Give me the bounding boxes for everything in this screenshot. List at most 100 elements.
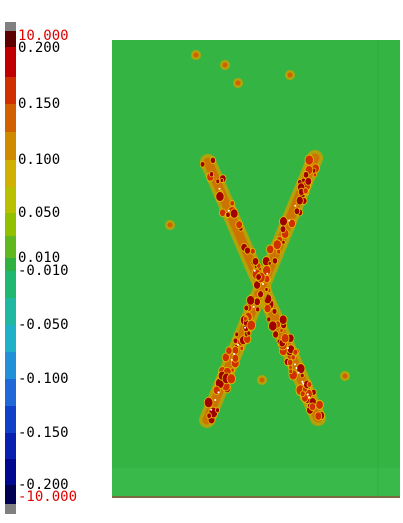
defect-spot <box>210 157 215 163</box>
scale-label: -0.010 <box>18 263 69 279</box>
scale-label: 0.050 <box>18 205 60 221</box>
defect-spot <box>296 196 303 205</box>
defect-spot <box>243 316 247 321</box>
scale-label: -0.050 <box>18 317 69 333</box>
highlight <box>244 327 246 329</box>
defect-spot <box>256 307 260 312</box>
highlight <box>253 306 255 308</box>
defect-spot <box>215 408 219 413</box>
defect-spot <box>200 161 205 167</box>
scale-label: 0.150 <box>18 96 60 112</box>
defect-spot <box>235 332 239 337</box>
defect-spot <box>264 304 271 312</box>
highlight <box>301 381 303 383</box>
defect-spot <box>294 208 300 215</box>
highlight <box>233 353 235 355</box>
defect-spot <box>287 359 293 366</box>
defect-spot <box>244 247 250 254</box>
defect-spot <box>279 315 287 324</box>
highlight <box>294 205 296 207</box>
defect-spot <box>300 391 305 397</box>
highlight <box>298 372 300 374</box>
defect-spot <box>316 400 324 409</box>
defect-spot <box>226 212 230 217</box>
defect-spot <box>268 261 271 265</box>
defect-spot <box>252 257 259 265</box>
defect-spot <box>232 354 239 362</box>
defect-spot <box>247 331 251 336</box>
defect-spot <box>272 308 277 314</box>
defect-spot <box>226 347 232 355</box>
defect-spot <box>236 221 243 229</box>
defect-spot <box>269 321 278 331</box>
defect-spot <box>305 155 313 165</box>
scale-label: -0.150 <box>18 425 69 441</box>
highlight <box>288 220 290 222</box>
defect-spot <box>213 386 220 395</box>
highlight <box>266 273 268 275</box>
highlight <box>294 363 296 365</box>
defect-spot <box>209 172 213 177</box>
highlight <box>307 393 309 395</box>
defect-cluster-core <box>288 73 293 78</box>
defect-spot <box>289 369 293 374</box>
defect-spot <box>307 382 312 388</box>
defect-spot <box>220 178 224 182</box>
highlight <box>210 409 212 411</box>
highlight <box>254 270 256 272</box>
highlight <box>287 347 289 349</box>
highlight <box>214 399 216 401</box>
defect-spot <box>303 188 308 194</box>
defect-cluster-core <box>168 223 173 228</box>
defect-spot <box>258 291 264 298</box>
highlight <box>296 367 298 369</box>
defect-spot <box>240 346 244 351</box>
scale-label: -10.000 <box>18 489 77 505</box>
defect-spot <box>256 274 262 281</box>
defect-spot <box>247 295 255 305</box>
defect-spot <box>267 317 271 322</box>
defect-spot <box>247 320 256 330</box>
defect-spot <box>282 240 285 244</box>
highlight <box>308 396 310 398</box>
defect-spot <box>280 217 288 226</box>
highlight <box>262 283 264 285</box>
defect-spot <box>273 240 281 250</box>
defect-cluster-core <box>260 378 265 383</box>
scale-label: -0.100 <box>18 371 69 387</box>
defect-spot <box>233 338 238 344</box>
defect-cluster-core <box>223 63 228 68</box>
defect-cluster-core <box>236 81 241 86</box>
scale-label: 0.200 <box>18 40 60 56</box>
defect-spot <box>216 191 224 201</box>
defect-spot <box>272 258 277 264</box>
defect-spot <box>280 328 283 332</box>
defect-spot <box>273 331 279 338</box>
highlight <box>219 188 221 190</box>
defect-spot <box>266 245 273 254</box>
defect-spot <box>315 412 322 420</box>
defect-spot <box>280 226 286 233</box>
defect-spot <box>281 334 289 343</box>
defect-spot <box>293 349 298 355</box>
defect-spot <box>303 171 309 178</box>
defect-spot <box>244 305 249 311</box>
defect-spot <box>232 346 239 354</box>
highlight <box>231 359 233 361</box>
defect-spot <box>230 201 235 207</box>
defect-spot <box>227 374 235 384</box>
highlight <box>302 383 304 385</box>
defect-cluster-core <box>194 53 199 58</box>
highlight <box>228 210 230 212</box>
part-map <box>112 40 400 498</box>
highlight <box>237 344 239 346</box>
scale-label: 0.100 <box>18 152 60 168</box>
defect-spot <box>204 397 213 407</box>
defect-cluster-core <box>343 374 348 379</box>
defect-spot <box>207 413 212 419</box>
defect-spot <box>265 288 268 292</box>
color-scale <box>5 22 16 514</box>
deviation-view: 10.0000.2000.1500.1000.0500.010-0.010-0.… <box>0 0 403 519</box>
page: {"legend": {"labels": ["10.000", "0.200"… <box>0 0 403 519</box>
defect-spot <box>230 209 238 218</box>
